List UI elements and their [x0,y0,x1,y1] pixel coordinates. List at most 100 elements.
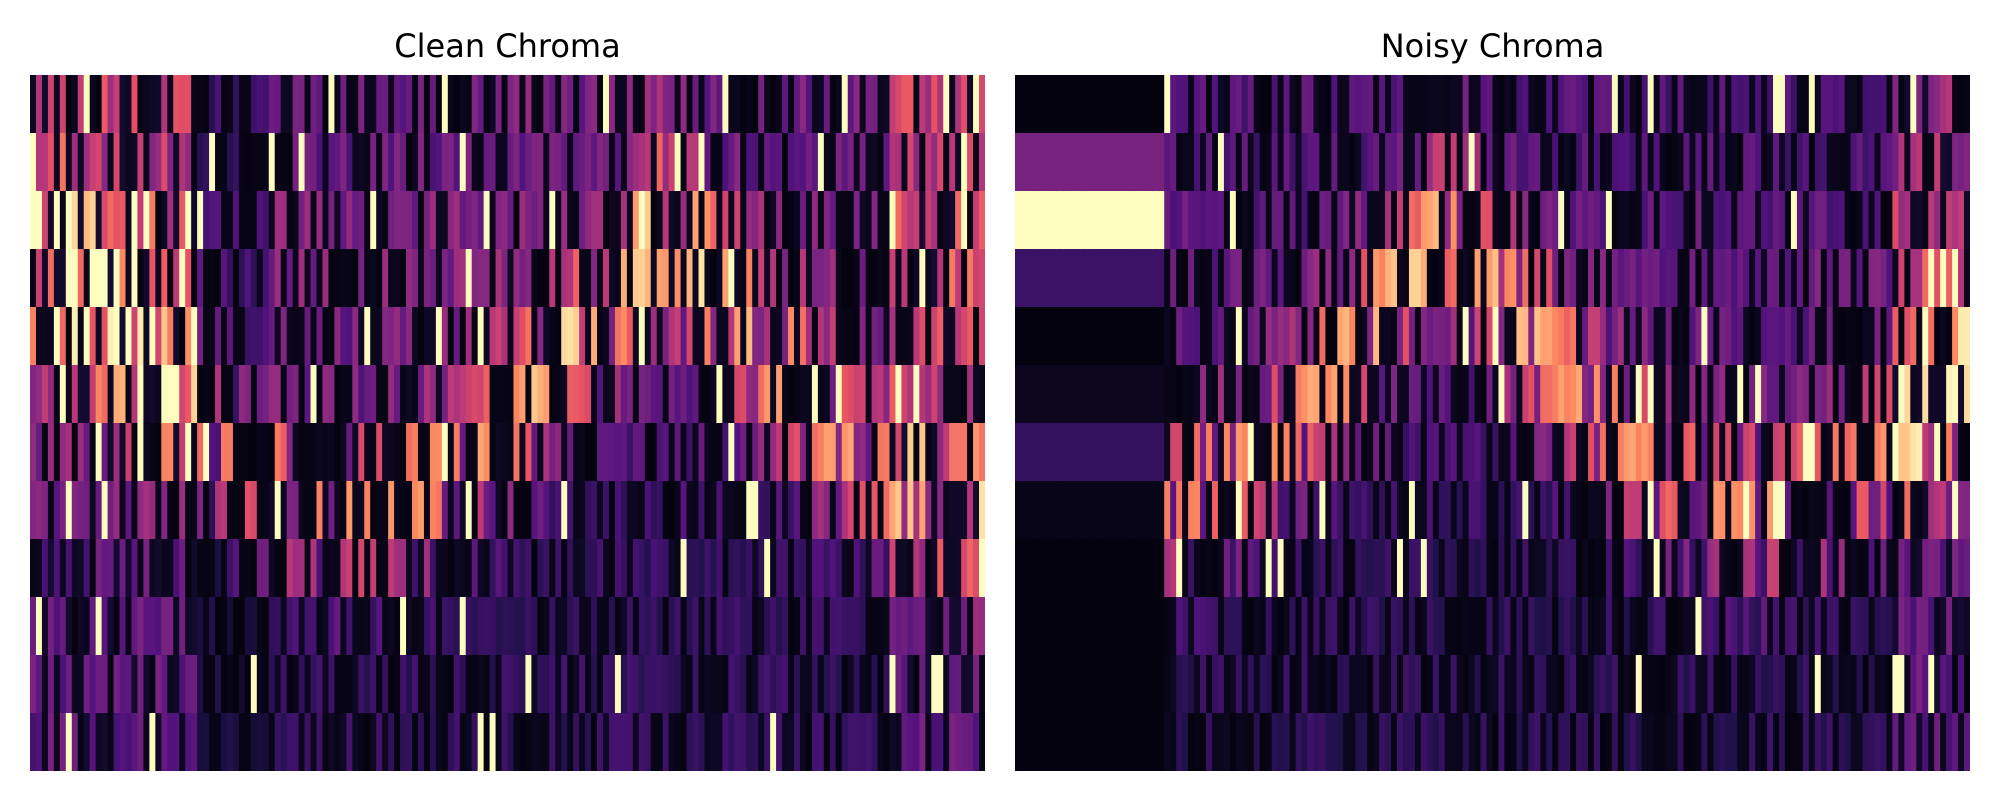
heatmap-cell [1080,133,1088,192]
heatmap-cell [1247,423,1255,482]
heatmap-cell [1038,713,1046,771]
heatmap-cell [901,597,909,656]
heatmap-cell [805,365,813,424]
heatmap-cell [1492,249,1500,308]
heatmap-cell [412,481,419,540]
heatmap-cell [316,249,324,308]
heatmap-cell [674,191,682,250]
heatmap-cell [423,423,431,482]
heatmap-cell [113,365,121,424]
heatmap-cell [1653,75,1661,134]
heatmap-cell [1617,655,1625,714]
heatmap-cell [1892,423,1899,482]
heatmap-cell [740,481,747,540]
heatmap-cell [125,133,133,192]
heatmap-cell [1814,249,1822,308]
heatmap-cell [716,655,723,714]
heatmap-cell [650,133,658,192]
heatmap-cell [1182,307,1189,366]
heatmap-cell [286,307,294,366]
heatmap-cell [1952,249,1959,308]
heatmap-cell [943,191,950,250]
heatmap-cell [1432,655,1440,714]
heatmap-cell [1916,75,1923,134]
heatmap-cell [1361,365,1368,424]
heatmap-cell [1779,191,1786,250]
heatmap-cell [412,365,419,424]
heatmap-cell [41,365,49,424]
heatmap-cell [370,539,377,598]
heatmap-cell [1343,655,1350,714]
heatmap-cell [1086,655,1094,714]
heatmap-cell [1319,713,1326,771]
heatmap-cell [1438,597,1446,656]
heatmap-cell [1940,481,1947,540]
heatmap-cell [1719,597,1726,656]
heatmap-cell [1271,713,1279,771]
heatmap-cell [1373,249,1380,308]
heatmap-cell [340,75,347,134]
heatmap-cell [519,597,527,656]
heatmap-cell [221,191,228,250]
heatmap-cell [513,713,521,771]
heatmap-cell [1904,423,1911,482]
heatmap-cell [167,191,174,250]
heatmap-cell [513,423,521,482]
heatmap-cell [776,539,783,598]
heatmap-cell [1295,75,1303,134]
heatmap-cell [1068,249,1076,308]
heatmap-cell [1564,191,1571,250]
heatmap-cell [1492,133,1500,192]
heatmap-cell [656,307,664,366]
heatmap-cell [322,249,330,308]
heatmap-cell [1110,655,1118,714]
heatmap-cell [805,133,813,192]
heatmap-cell [441,75,449,134]
heatmap-cell [979,423,985,482]
heatmap-cell [799,75,807,134]
heatmap-cell [453,655,461,714]
heatmap-cell [185,713,192,771]
heatmap-cell [1092,423,1100,482]
heatmap-cell [1080,597,1088,656]
heatmap-cell [1265,539,1273,598]
heatmap-cell [304,481,312,540]
heatmap-cell [799,539,807,598]
heatmap-cell [859,655,867,714]
heatmap-cell [1020,249,1028,308]
heatmap-cell [388,713,395,771]
heatmap-cell [1420,423,1428,482]
heatmap-cell [608,713,616,771]
heatmap-cell [1671,365,1679,424]
heatmap-cell [89,539,97,598]
heatmap-cell [728,481,735,540]
heatmap-cell [1211,655,1219,714]
heatmap-cell [764,539,771,598]
heatmap-cell [1540,365,1547,424]
heatmap-cell [704,307,712,366]
heatmap-cell [1331,597,1338,656]
heatmap-cell [1671,655,1679,714]
heatmap-cell [579,191,586,250]
heatmap-cell [1391,423,1398,482]
heatmap-cell [316,307,324,366]
heatmap-cell [591,191,598,250]
heatmap-cell [35,133,43,192]
heatmap-cell [644,423,652,482]
heatmap-cell [125,365,133,424]
heatmap-cell [650,365,658,424]
heatmap-cell [770,307,777,366]
heatmap-cell [758,133,765,192]
heatmap-cell [388,75,395,134]
heatmap-cell [1397,713,1404,771]
heatmap-cell [1689,713,1697,771]
heatmap-cell [865,249,873,308]
heatmap-cell [1814,133,1822,192]
heatmap-cell [507,481,515,540]
heatmap-cell [238,481,246,540]
heatmap-cell [65,133,73,192]
heatmap-cell [215,713,222,771]
heatmap-cell [1588,191,1595,250]
heatmap-cell [1438,423,1446,482]
heatmap-cell [1110,249,1118,308]
